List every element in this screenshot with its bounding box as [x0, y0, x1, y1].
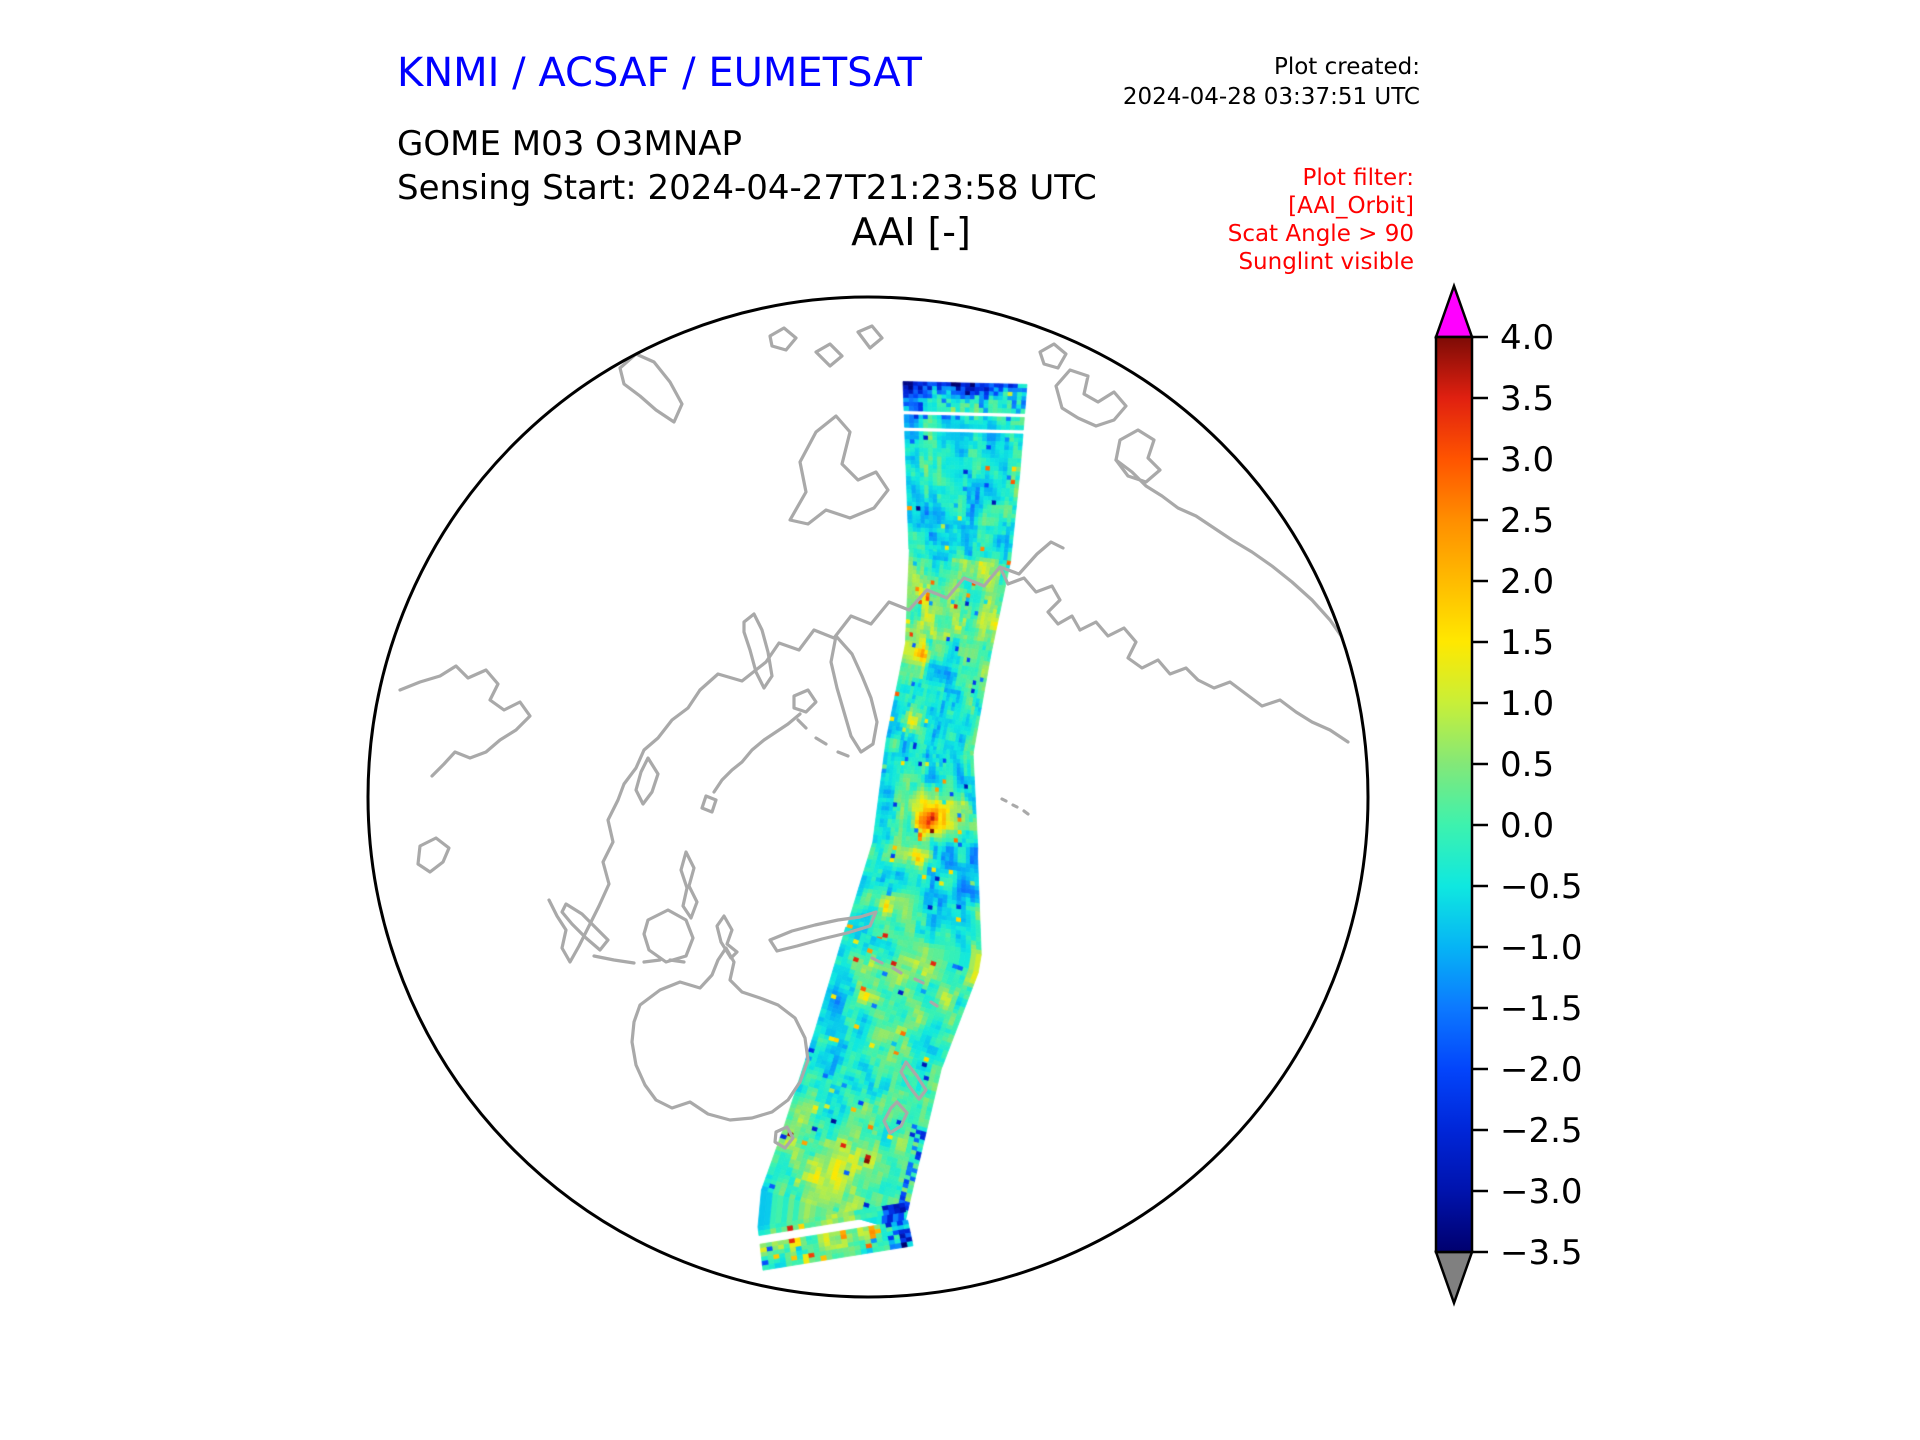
colorbar-tick-label: 3.0 [1500, 440, 1554, 480]
coastline-sakhalin [742, 612, 774, 690]
plot-filter-line: [AAI_Orbit] [1288, 193, 1414, 219]
coastline-alaska-pacific-coast [1078, 620, 1350, 744]
coastline-chukotka-coast [998, 565, 1082, 632]
coastline-nz-south-island [882, 1100, 909, 1135]
colorbar-tick-label: 2.5 [1500, 501, 1554, 541]
colorbar-tick-label: 2.0 [1500, 562, 1554, 602]
coastline-arctic-island-3 [856, 324, 884, 350]
product-block: GOME M03 O3MNAP Sensing Start: 2024-04-2… [397, 122, 1097, 210]
coastline-arctic-island-1 [768, 326, 798, 352]
coastline-kuril-1 [836, 750, 850, 758]
plot-title: AAI [-] [851, 210, 971, 254]
coastline-hawaii-1 [1000, 797, 1008, 803]
colorbar-tick-label: 4.0 [1500, 318, 1554, 358]
colorbar-tick-label: 1.5 [1500, 623, 1554, 663]
coastline-new-guinea [768, 910, 878, 953]
coastline-russia-arctic-coast [698, 540, 1065, 692]
coastline-europe-coast [398, 664, 532, 778]
coastline-taymyr-peninsula [788, 414, 890, 526]
coastline-bengal-coast [416, 836, 451, 874]
colorbar-tick-label: 1.0 [1500, 684, 1554, 724]
colorbar-tick-label: 3.5 [1500, 379, 1554, 419]
plot-filter-line: Plot filter: [1302, 165, 1414, 191]
coastline-kuril-3 [796, 718, 808, 730]
coastline-kamchatka [829, 634, 879, 754]
colorbar-ticks: 4.0 3.5 3.0 2.5 2.0 1.5 1.0 0.5 0.0 −0.5 −1.0 −1.5 −… [1472, 318, 1583, 1273]
colorbar-tick-label: −2.0 [1500, 1050, 1583, 1090]
coastline-borneo [642, 908, 695, 964]
coastline-java-1 [592, 954, 636, 965]
coastline-australia [630, 946, 810, 1122]
colorbar-tick-label: −1.0 [1500, 928, 1583, 968]
coastline-nz-north-island [899, 1060, 928, 1101]
plot-created-label: Plot created: [1273, 54, 1420, 80]
coastline-hawaii-2 [1011, 803, 1019, 809]
coastline-kuril-2 [814, 736, 828, 746]
coastline-arctic-island-2 [814, 342, 844, 368]
coastline-east-asia-coast [547, 688, 702, 964]
colorbar: 4.0 3.5 3.0 2.5 2.0 1.5 1.0 0.5 0.0 −0.5 −1.0 −1.5 −… [1434, 282, 1583, 1307]
coastline-melanesia-2 [891, 966, 903, 975]
plot-filter-block: Plot filter: [AAI_Orbit] Scat Angle > 90… [1228, 164, 1414, 276]
coastline-korea [634, 756, 660, 806]
colorbar-tick-label: −3.0 [1500, 1172, 1583, 1212]
coastlines-layer [398, 324, 1354, 1150]
coastline-fiji [929, 1000, 939, 1008]
plot-created-time: 2024-04-28 03:37:51 UTC [1122, 84, 1420, 110]
product-title: GOME M03 O3MNAP [397, 124, 743, 164]
coastline-melanesia-3 [913, 977, 925, 985]
coastline-philippines [679, 850, 699, 920]
coastline-honshu [712, 712, 802, 794]
colorbar-tick-label: −1.5 [1500, 989, 1583, 1029]
coastline-novaya-zemlya [618, 352, 684, 424]
coastline-tasmania [773, 1125, 795, 1150]
colorbar-tick-label: −3.5 [1500, 1233, 1583, 1273]
coastline-hokkaido [792, 688, 818, 714]
sensing-start: Sensing Start: 2024-04-27T21:23:58 UTC [397, 168, 1097, 208]
coastline-sumatra [560, 902, 610, 952]
coastline-melanesia-1 [870, 956, 884, 965]
plot-filter-line: Scat Angle > 90 [1227, 221, 1414, 247]
coastline-canada-arctic-coast [1114, 458, 1354, 662]
coastline-java-3 [668, 958, 686, 964]
coastline-kyushu [700, 794, 718, 814]
coastline-hawaii-3 [1022, 809, 1030, 816]
coastline-arctic-archipelago-2 [1114, 428, 1162, 484]
colorbar-gradient-bar [1434, 335, 1474, 1254]
plot-created-block: Plot created: 2024-04-28 03:37:51 UTC [1123, 52, 1420, 112]
colorbar-tick-label: −2.5 [1500, 1111, 1583, 1151]
coastline-sulawesi [715, 914, 739, 960]
organization-title: KNMI / ACSAF / EUMETSAT [397, 50, 922, 96]
colorbar-over-arrow [1434, 282, 1474, 339]
coastline-java-2 [642, 958, 662, 964]
colorbar-under-arrow [1434, 1250, 1474, 1307]
colorbar-tick-label: 0.5 [1500, 745, 1554, 785]
coastline-arctic-archipelago-1 [1054, 368, 1128, 428]
colorbar-tick-label: 0.0 [1500, 806, 1554, 846]
coastline-arctic-archipelago-3 [1038, 342, 1068, 370]
plot-filter-line: Sunglint visible [1238, 249, 1414, 275]
globe-outline-circle [366, 295, 1370, 1299]
colorbar-tick-label: −0.5 [1500, 867, 1583, 907]
